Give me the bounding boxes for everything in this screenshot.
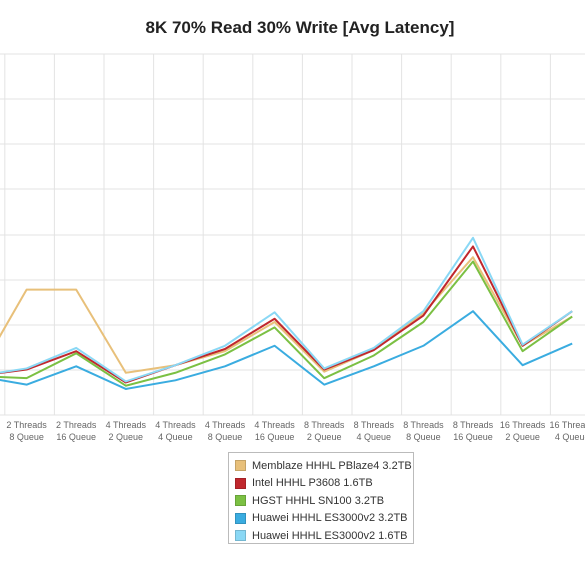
x-tick-label: 2 Queue <box>505 432 540 442</box>
x-tick-label: 8 Queue <box>406 432 441 442</box>
x-tick-label: 8 Queue <box>208 432 243 442</box>
x-tick-label: 16 Threads <box>500 420 546 430</box>
x-tick-label: 2 Queue <box>307 432 342 442</box>
x-tick-label: 8 Threads <box>354 420 395 430</box>
legend-swatch <box>235 512 246 524</box>
series-line-2 <box>0 245 573 384</box>
series-line-5 <box>0 236 573 383</box>
x-tick-label: 4 Threads <box>155 420 196 430</box>
legend-item: HGST HHHL SN100 3.2TB <box>235 492 413 510</box>
legend-label: HGST HHHL SN100 3.2TB <box>252 494 385 507</box>
legend: Memblaze HHHL PBlaze4 3.2TB Intel HHHL P3… <box>228 452 414 544</box>
x-tick-label: 8 Queue <box>9 432 44 442</box>
series-lines <box>0 236 573 390</box>
x-tick-label: 4 Threads <box>106 420 147 430</box>
legend-item: Intel HHHL P3608 1.6TB <box>235 475 413 493</box>
chart-title: 8K 70% Read 30% Write [Avg Latency] <box>145 18 455 37</box>
series-line-4 <box>0 310 573 390</box>
legend-swatch <box>235 477 246 489</box>
x-tick-label: 8 Threads <box>453 420 494 430</box>
x-tick-label: 4 Queue <box>357 432 392 442</box>
legend-item: Huawei HHHL ES3000v2 1.6TB <box>235 527 413 545</box>
x-tick-label: 2 Queue <box>109 432 144 442</box>
x-tick-label: 2 Threads <box>56 420 97 430</box>
x-tick-label: 8 Threads <box>304 420 345 430</box>
x-tick-label: 8 Threads <box>403 420 444 430</box>
legend-swatch <box>235 530 246 542</box>
legend-swatch <box>235 460 246 472</box>
legend-item: Huawei HHHL ES3000v2 3.2TB <box>235 510 413 528</box>
x-tick-label: 16 Threads <box>550 420 585 430</box>
x-tick-label: 4 Threads <box>254 420 295 430</box>
x-tick-label: 16 Queue <box>56 432 96 442</box>
legend-item: Memblaze HHHL PBlaze4 3.2TB <box>235 457 413 475</box>
x-tick-label: 2 Threads <box>6 420 47 430</box>
legend-label: Huawei HHHL ES3000v2 3.2TB <box>252 512 408 525</box>
legend-label: Huawei HHHL ES3000v2 1.6TB <box>252 529 408 542</box>
legend-label: Intel HHHL P3608 1.6TB <box>252 477 373 490</box>
x-tick-label: 16 Queue <box>453 432 493 442</box>
x-tick-label: 4 Threads <box>205 420 246 430</box>
series-line-3 <box>0 260 573 387</box>
x-tick-label: 4 Queue <box>158 432 193 442</box>
series-line-1 <box>0 256 573 374</box>
legend-swatch <box>235 495 246 507</box>
legend-label: Memblaze HHHL PBlaze4 3.2TB <box>252 459 412 472</box>
x-tick-label: 16 Queue <box>255 432 295 442</box>
x-tick-label: 4 Queue <box>555 432 585 442</box>
